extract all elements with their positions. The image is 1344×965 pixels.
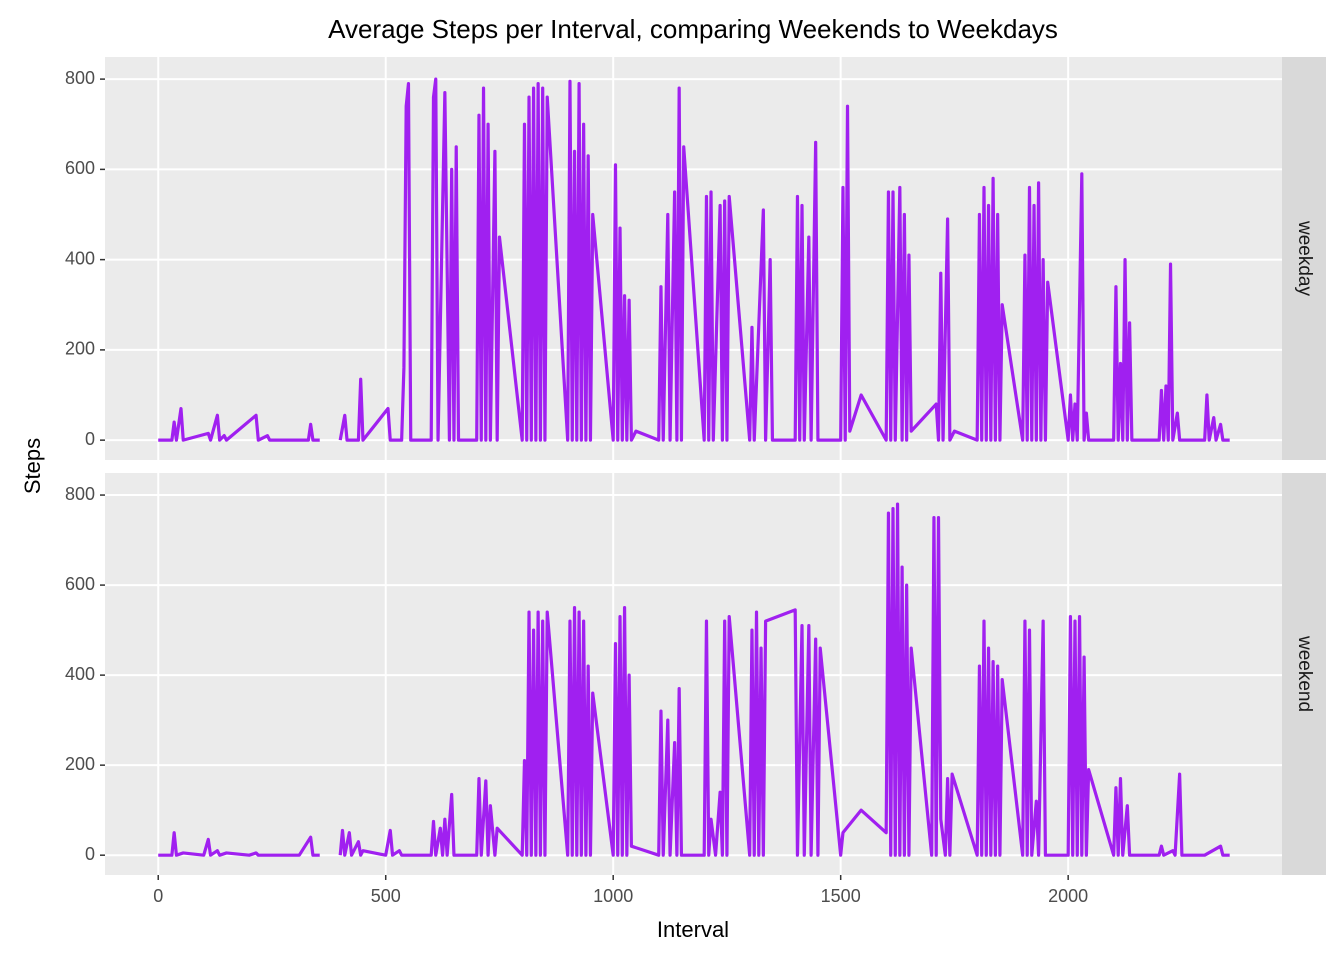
x-tick-label: 1000 [593, 886, 633, 906]
x-tick-label: 500 [371, 886, 401, 906]
y-tick-label: 800 [65, 68, 95, 88]
y-tick-label: 800 [65, 484, 95, 504]
x-tick-label: 2000 [1048, 886, 1088, 906]
strip-background [1282, 57, 1326, 460]
y-tick-label: 0 [85, 429, 95, 449]
y-tick-label: 0 [85, 844, 95, 864]
x-tick-label: 0 [153, 886, 163, 906]
y-tick-label: 200 [65, 754, 95, 774]
panel-background [105, 57, 1282, 460]
x-tick-label: 1500 [821, 886, 861, 906]
y-tick-label: 600 [65, 158, 95, 178]
y-axis-label: Steps [20, 438, 45, 494]
y-tick-label: 600 [65, 574, 95, 594]
chart-title: Average Steps per Interval, comparing We… [328, 14, 1058, 44]
x-axis-label: Interval [657, 917, 729, 942]
y-tick-label: 400 [65, 664, 95, 684]
y-tick-label: 200 [65, 339, 95, 359]
data-line [158, 77, 1230, 442]
panel-background [105, 473, 1282, 875]
strip-background [1282, 473, 1326, 875]
y-tick-label: 400 [65, 248, 95, 268]
data-line [158, 502, 1230, 857]
strip-label: weekday [1294, 220, 1315, 296]
strip-label: weekend [1294, 635, 1315, 712]
